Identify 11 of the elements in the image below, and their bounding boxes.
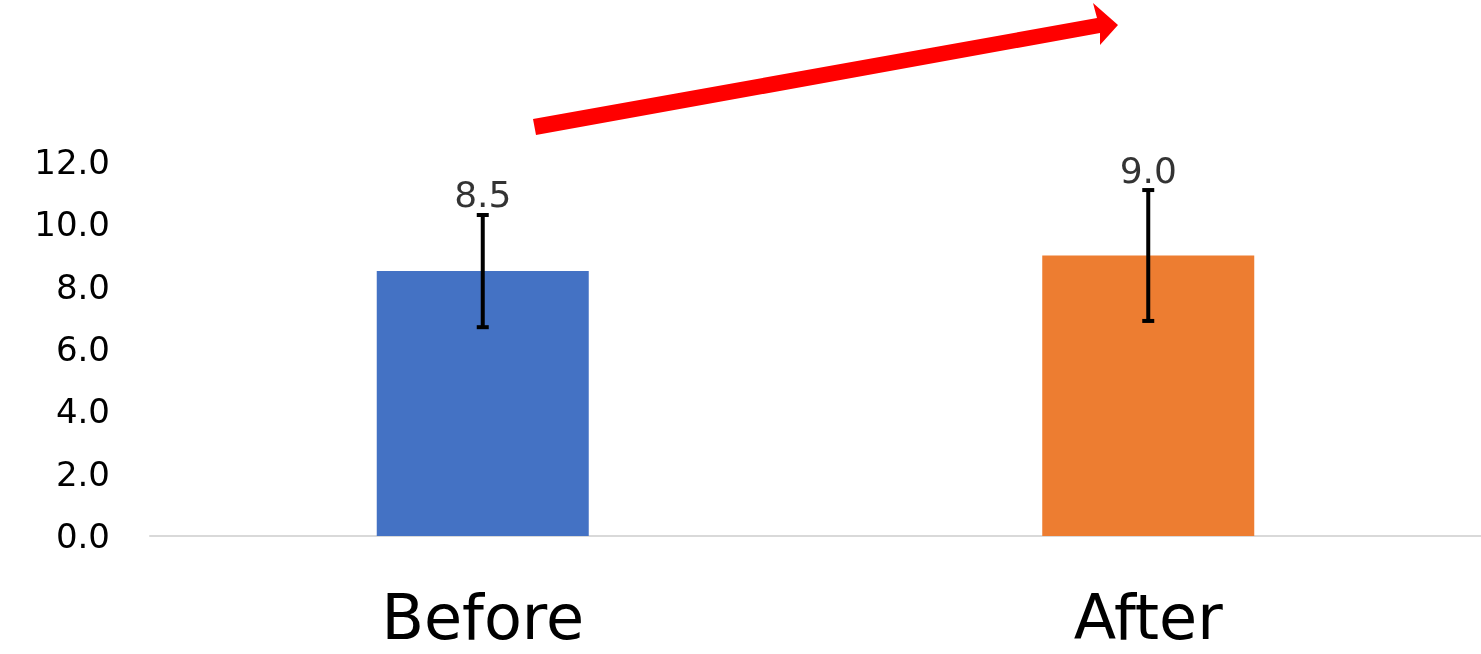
- y-tick-label: 0.0: [55, 516, 110, 556]
- x-tick-label: Before: [381, 580, 585, 654]
- data-label: 8.5: [454, 174, 512, 216]
- y-tick-label: 4.0: [55, 391, 110, 432]
- y-tick-label: 2.0: [55, 453, 110, 494]
- y-tick-label: 8.0: [55, 266, 110, 307]
- y-tick-label: 10.0: [34, 204, 110, 245]
- data-label: 9.0: [1119, 149, 1177, 191]
- y-tick-label: 12.0: [34, 142, 110, 182]
- y-tick-label: 6.0: [55, 329, 110, 369]
- x-tick-label: After: [1073, 580, 1224, 654]
